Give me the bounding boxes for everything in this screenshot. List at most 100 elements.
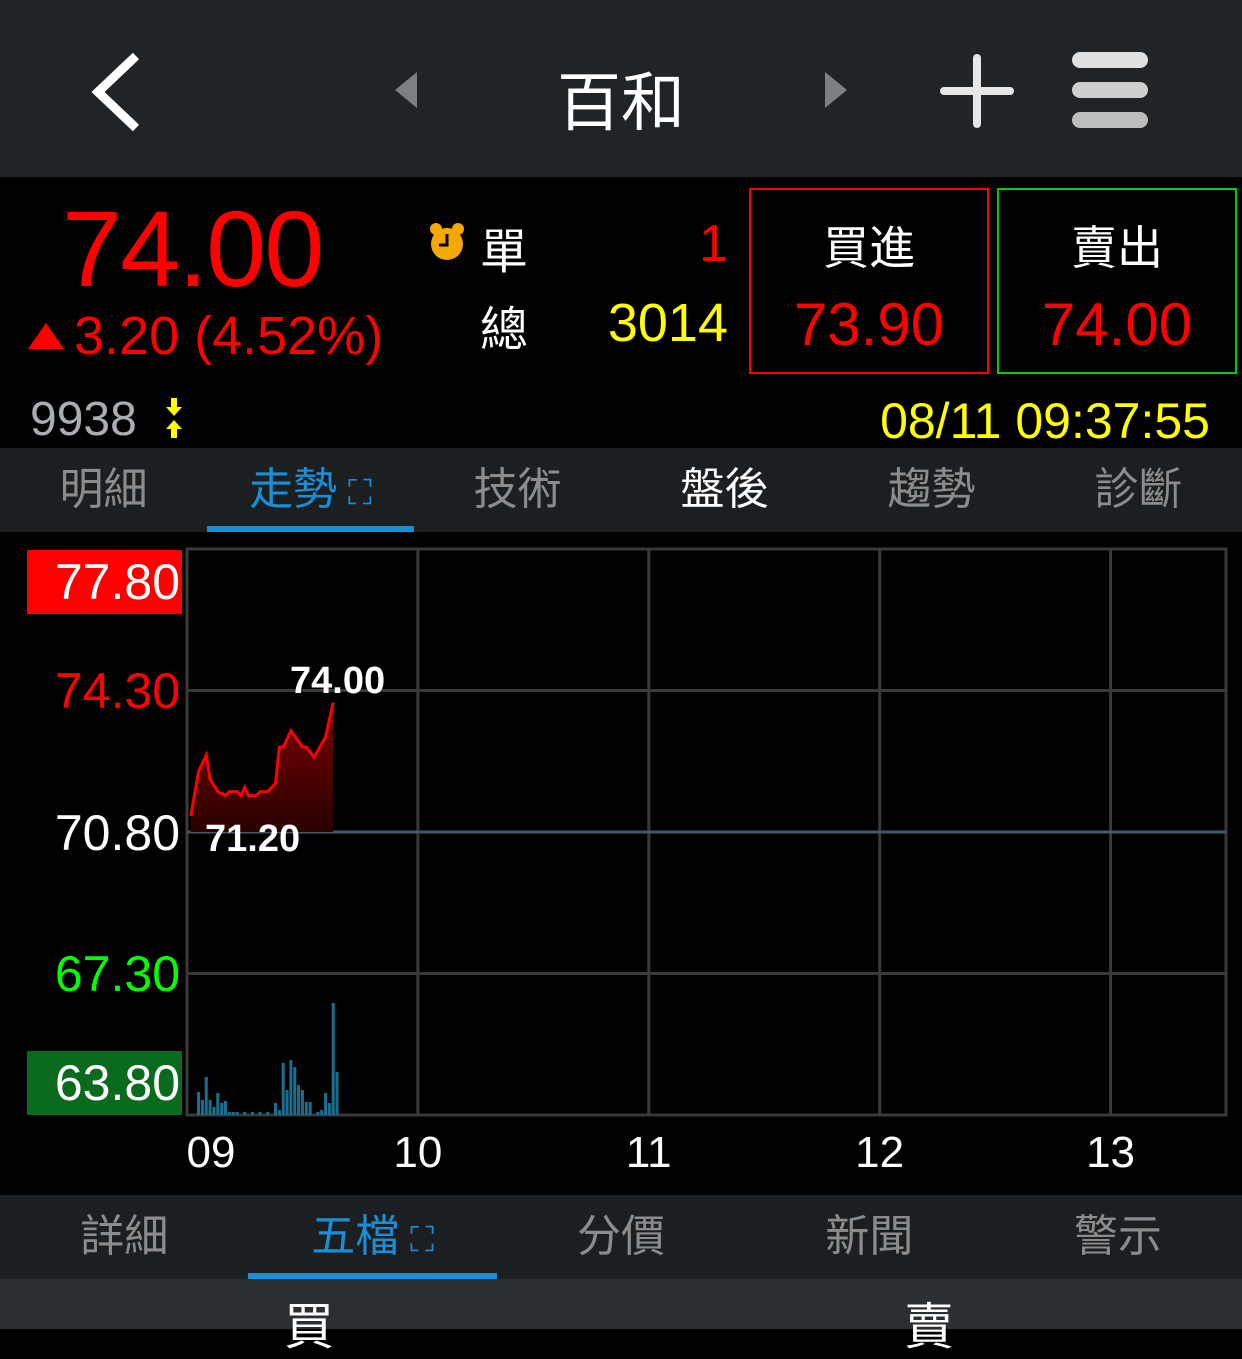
volume-bar [324, 1093, 328, 1115]
buy-column-header: 買 [284, 1298, 334, 1356]
tab-0[interactable]: 明細 [0, 448, 207, 532]
volume-bar [223, 1101, 227, 1115]
volume-bar [220, 1103, 224, 1115]
price-area [190, 702, 334, 832]
tab-label: 警示 [1073, 1211, 1162, 1262]
volume-bar [227, 1112, 231, 1115]
volume-bar [335, 1072, 339, 1115]
volume-bar [293, 1067, 297, 1115]
tab-label: 明細 [59, 464, 148, 515]
expand-icon[interactable]: ⛶ [337, 473, 372, 513]
sell-label: 賣出 [1071, 221, 1163, 275]
volume-bar [289, 1060, 293, 1115]
tab-label: 趨勢 [887, 464, 976, 515]
tab-0[interactable]: 詳細 [0, 1195, 248, 1279]
tab-label: 診斷 [1094, 464, 1183, 515]
volume-bar [258, 1112, 262, 1115]
tab-label: 盤後 [680, 464, 769, 515]
plus-icon[interactable] [938, 52, 1016, 130]
x-tick-label: 10 [393, 1128, 443, 1177]
tab-label: 詳細 [80, 1211, 169, 1262]
volume-bar [300, 1090, 304, 1115]
tab-1[interactable]: 走勢 ⛶ [207, 448, 414, 532]
volume-bar [274, 1103, 278, 1115]
total-volume-value: 3014 [607, 293, 728, 353]
previous-stock-icon[interactable] [395, 72, 417, 108]
up-triangle-icon [28, 323, 64, 349]
tab-label: 分價 [577, 1211, 666, 1262]
price-change: 3.20 (4.52%) [28, 305, 383, 367]
tab-label: 技術 [473, 464, 562, 515]
tab-1[interactable]: 五檔 ⛶ [248, 1195, 498, 1279]
alarm-clock-icon[interactable] [428, 222, 466, 262]
sell-button[interactable]: 賣出 74.00 [997, 188, 1237, 374]
tab-label: 五檔 [311, 1211, 400, 1262]
total-volume-label: 總 [480, 302, 529, 358]
chart-plot [185, 547, 1228, 1117]
price-line [189, 702, 335, 817]
top-bar: 百和 [0, 0, 1242, 177]
volume-bar [266, 1112, 270, 1115]
top-tab-bar: 明細 走勢 ⛶ 技術 盤後 趨勢 診斷 [0, 448, 1242, 532]
expand-icon[interactable]: ⛶ [399, 1220, 434, 1260]
volume-bar [204, 1077, 208, 1115]
bottom-tab-bar: 詳細 五檔 ⛶ 分價 新聞 警示 [0, 1195, 1242, 1279]
bid-ask-arrows-icon [166, 398, 182, 438]
change-value: 3.20 (4.52%) [74, 306, 384, 366]
x-tick-label: 12 [855, 1128, 905, 1177]
single-volume-value: 1 [699, 215, 728, 273]
tab-3[interactable]: 盤後 [621, 448, 828, 532]
buy-label: 買進 [823, 221, 915, 275]
volume-bar [285, 1090, 289, 1115]
back-chevron-icon[interactable] [90, 52, 142, 132]
tab-3[interactable]: 新聞 [745, 1195, 993, 1279]
volume-bar [200, 1100, 204, 1115]
order-book-header: 買 賣 [0, 1279, 1242, 1356]
volume-bar [197, 1092, 201, 1115]
next-stock-icon[interactable] [825, 72, 847, 108]
tab-2[interactable]: 分價 [497, 1195, 745, 1279]
y-tick-reference: 70.80 [54, 805, 180, 861]
volume-bar [277, 1110, 281, 1115]
volume-bar [243, 1112, 247, 1115]
x-tick-label: 11 [625, 1128, 672, 1177]
y-tick: 74.30 [54, 663, 180, 719]
x-tick-label: 13 [1086, 1128, 1136, 1177]
volume-bar [320, 1110, 324, 1115]
last-price: 74.00 [62, 188, 324, 309]
volume-bar [250, 1112, 254, 1115]
volume-bar [308, 1102, 312, 1115]
y-tick: 67.30 [54, 946, 180, 1002]
volume-bar [281, 1063, 285, 1115]
tab-label: 新聞 [825, 1211, 914, 1262]
stock-code: 9938 [30, 393, 137, 446]
bid-price: 73.90 [793, 291, 945, 358]
high-label: 74.00 [290, 660, 386, 702]
y-tick-limit-down: 63.80 [27, 1051, 182, 1115]
volume-bar [304, 1102, 308, 1115]
volume-bar [327, 1103, 331, 1115]
volume-bar [212, 1107, 216, 1115]
stock-name-title: 百和 [557, 67, 685, 141]
volume-bar [208, 1100, 212, 1115]
tab-2[interactable]: 技術 [414, 448, 621, 532]
tab-4[interactable]: 警示 [994, 1195, 1242, 1279]
quote-datetime: 08/11 09:37:55 [880, 393, 1210, 449]
buy-button[interactable]: 買進 73.90 [749, 188, 989, 374]
x-tick-label: 09 [186, 1128, 236, 1177]
single-volume-label: 單 [480, 224, 529, 280]
ask-price: 74.00 [1041, 291, 1193, 358]
volume-bar [331, 1003, 335, 1115]
volume-bar [316, 1112, 320, 1115]
volume-bar [231, 1112, 235, 1115]
volume-bar [297, 1085, 301, 1115]
low-label: 71.20 [205, 818, 301, 860]
tab-5[interactable]: 診斷 [1035, 448, 1242, 532]
tab-label: 走勢 [249, 464, 338, 515]
volume-bar [235, 1112, 239, 1115]
menu-icon[interactable] [1072, 52, 1150, 130]
y-tick-limit-up: 77.80 [27, 550, 182, 614]
volume-bar [216, 1093, 220, 1115]
sell-column-header: 賣 [904, 1298, 954, 1356]
tab-4[interactable]: 趨勢 [828, 448, 1035, 532]
